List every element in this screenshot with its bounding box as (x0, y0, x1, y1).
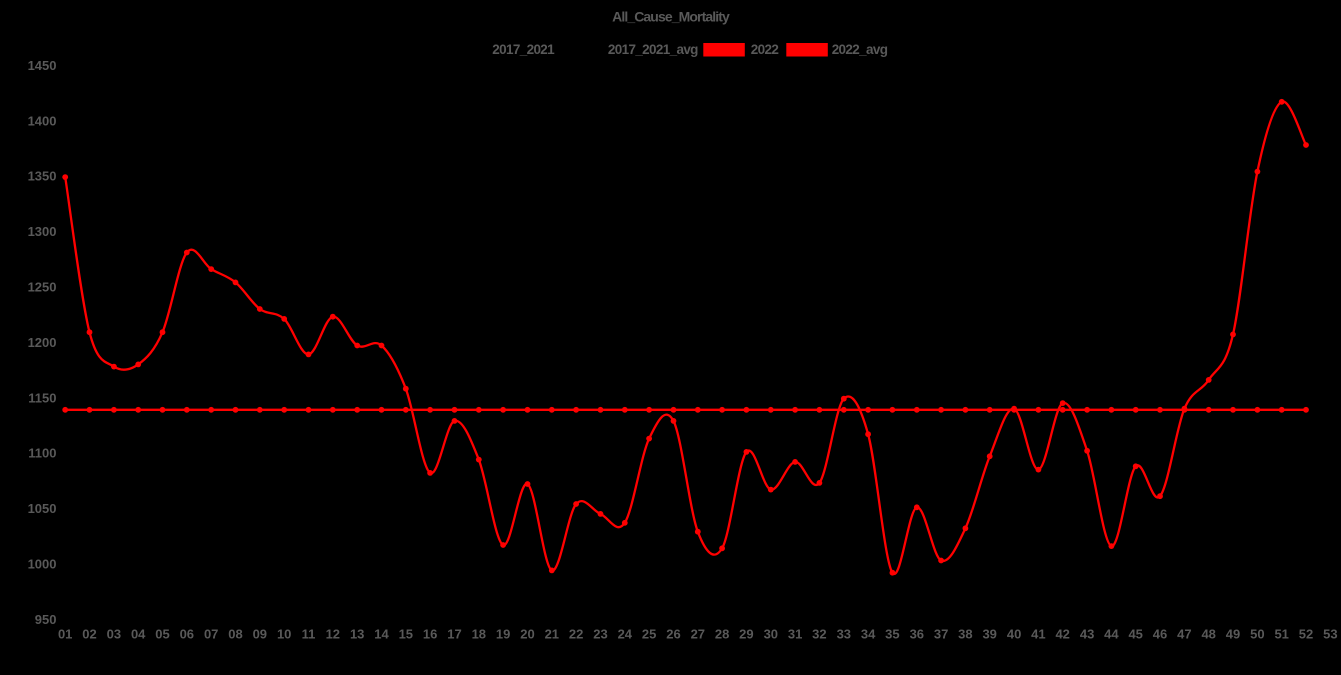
svg-text:18: 18 (472, 627, 486, 642)
svg-text:12: 12 (326, 627, 340, 642)
svg-text:07: 07 (204, 627, 218, 642)
svg-text:51: 51 (1274, 627, 1288, 642)
svg-text:34: 34 (861, 627, 876, 642)
svg-text:1250: 1250 (28, 280, 57, 295)
svg-text:31: 31 (788, 627, 802, 642)
svg-text:01: 01 (58, 627, 72, 642)
svg-text:1200: 1200 (28, 335, 57, 350)
svg-text:08: 08 (228, 627, 242, 642)
svg-text:22: 22 (569, 627, 583, 642)
svg-text:13: 13 (350, 627, 364, 642)
svg-text:39: 39 (982, 627, 996, 642)
svg-text:02: 02 (82, 627, 96, 642)
svg-text:46: 46 (1153, 627, 1167, 642)
svg-text:1400: 1400 (28, 113, 57, 128)
svg-text:16: 16 (423, 627, 437, 642)
svg-text:14: 14 (374, 627, 389, 642)
svg-text:03: 03 (107, 627, 121, 642)
svg-text:52: 52 (1299, 627, 1313, 642)
svg-text:950: 950 (35, 612, 57, 627)
svg-text:17: 17 (447, 627, 461, 642)
svg-text:25: 25 (642, 627, 656, 642)
svg-text:35: 35 (885, 627, 899, 642)
svg-text:1300: 1300 (28, 224, 57, 239)
svg-text:28: 28 (715, 627, 729, 642)
svg-text:1100: 1100 (28, 446, 56, 461)
svg-text:11: 11 (302, 627, 316, 642)
svg-text:1350: 1350 (28, 169, 57, 184)
svg-text:45: 45 (1128, 627, 1142, 642)
svg-text:49: 49 (1226, 627, 1240, 642)
svg-text:06: 06 (180, 627, 194, 642)
svg-text:53: 53 (1323, 627, 1337, 642)
svg-text:09: 09 (253, 627, 267, 642)
svg-text:20: 20 (520, 627, 534, 642)
svg-text:38: 38 (958, 627, 972, 642)
svg-text:40: 40 (1007, 627, 1021, 642)
svg-text:29: 29 (739, 627, 753, 642)
svg-text:15: 15 (399, 627, 413, 642)
svg-text:50: 50 (1250, 627, 1264, 642)
svg-text:All_Cause_Mortality: All_Cause_Mortality (612, 9, 730, 25)
svg-text:1050: 1050 (28, 501, 57, 516)
svg-text:48: 48 (1201, 627, 1215, 642)
svg-text:27: 27 (691, 627, 705, 642)
svg-text:1000: 1000 (28, 557, 57, 572)
svg-text:2022: 2022 (751, 42, 779, 57)
svg-text:19: 19 (496, 627, 510, 642)
svg-text:23: 23 (593, 627, 607, 642)
svg-text:04: 04 (131, 627, 146, 642)
svg-text:36: 36 (910, 627, 924, 642)
svg-text:1150: 1150 (28, 390, 56, 405)
svg-text:33: 33 (837, 627, 851, 642)
svg-text:24: 24 (618, 627, 633, 642)
svg-text:30: 30 (764, 627, 778, 642)
svg-text:2022_avg: 2022_avg (832, 42, 888, 57)
svg-text:26: 26 (666, 627, 680, 642)
svg-text:44: 44 (1104, 627, 1119, 642)
svg-text:41: 41 (1031, 627, 1045, 642)
svg-text:32: 32 (812, 627, 826, 642)
svg-text:2017_2021: 2017_2021 (492, 42, 555, 57)
svg-text:05: 05 (155, 627, 169, 642)
svg-text:21: 21 (545, 627, 559, 642)
svg-text:10: 10 (277, 627, 291, 642)
svg-text:37: 37 (934, 627, 948, 642)
svg-text:1450: 1450 (28, 58, 57, 73)
svg-text:43: 43 (1080, 627, 1094, 642)
svg-text:2017_2021_avg: 2017_2021_avg (608, 42, 698, 57)
svg-text:47: 47 (1177, 627, 1191, 642)
svg-text:42: 42 (1055, 627, 1069, 642)
